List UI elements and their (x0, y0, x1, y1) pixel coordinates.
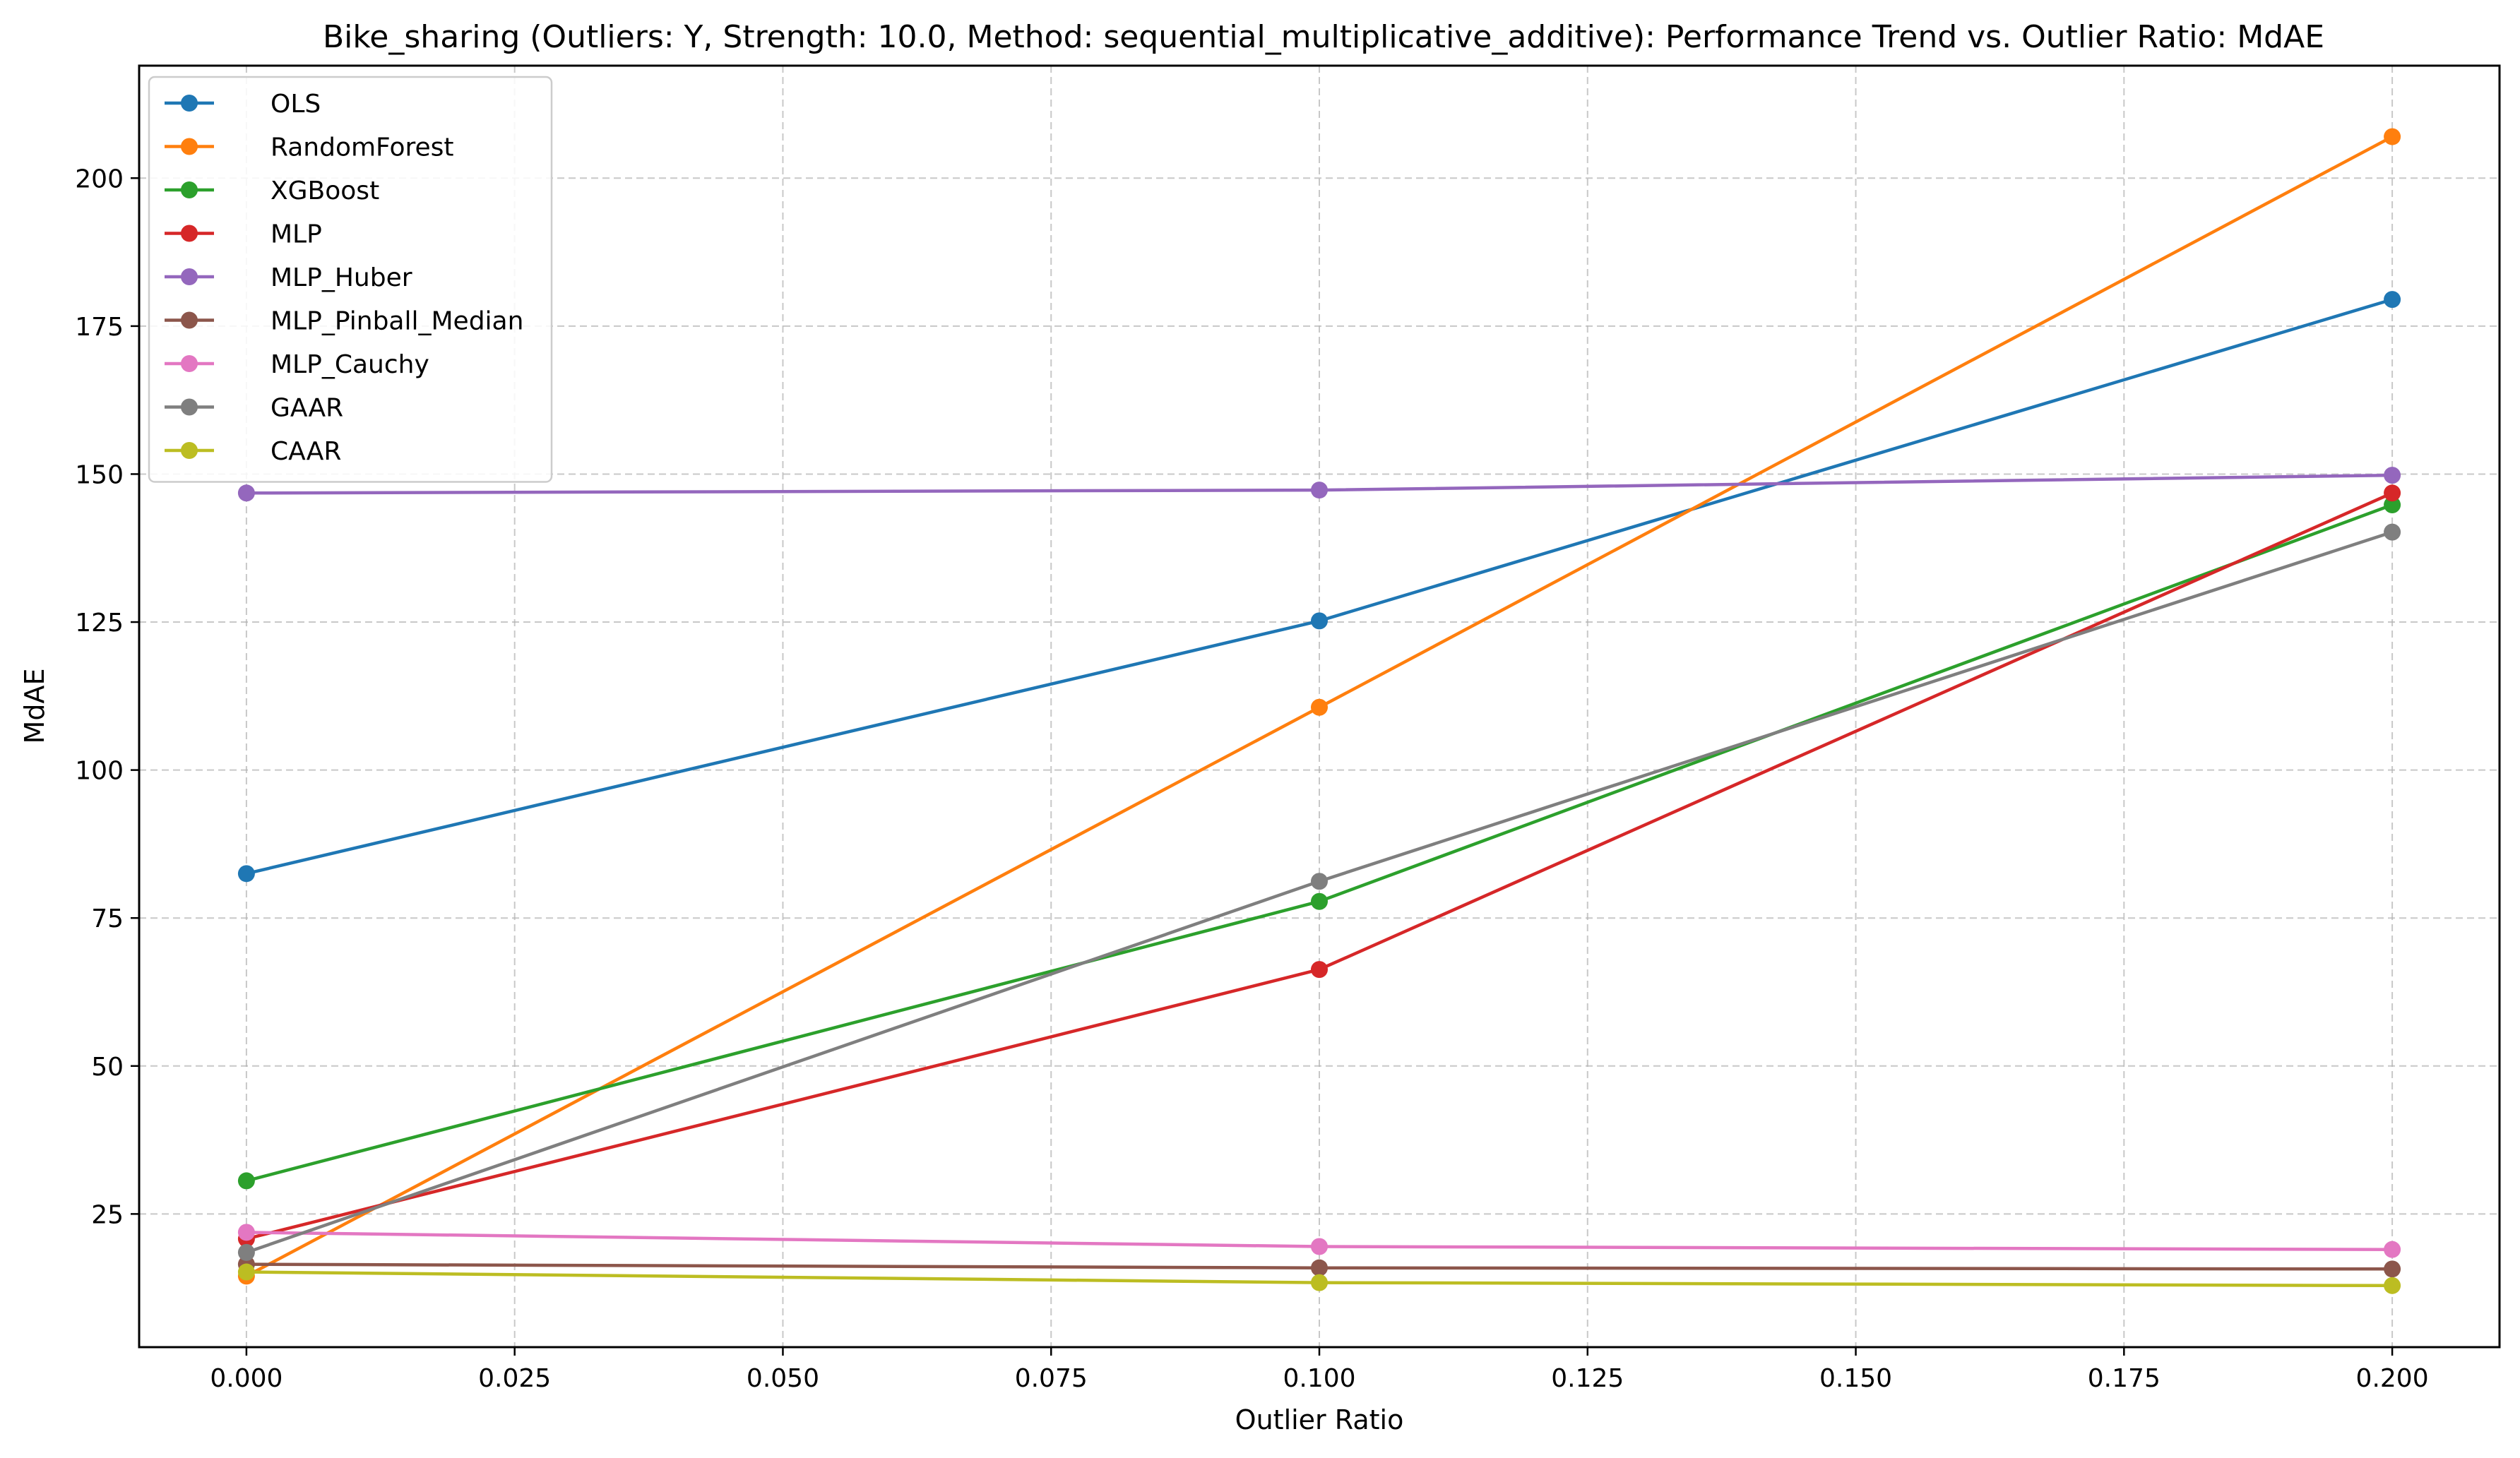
x-tick-label: 0.175 (2088, 1364, 2161, 1393)
x-tick-label: 0.075 (1015, 1364, 1088, 1393)
data-point (2384, 484, 2401, 502)
data-point (2384, 291, 2401, 309)
series-mlp-pinball-median (237, 1255, 2401, 1278)
data-point (1311, 961, 1328, 979)
y-tick-label: 175 (75, 313, 124, 342)
legend-marker (181, 268, 198, 285)
data-point (237, 1224, 255, 1241)
legend: OLS RandomForest XGBoost MLP MLP_Huber MLP_Pi… (148, 76, 553, 483)
series-xgboost (237, 496, 2401, 1190)
x-axis-label: Outlier Ratio (1235, 1404, 1404, 1435)
data-point (1311, 1259, 1328, 1277)
data-point (1311, 612, 1328, 630)
legend-marker (181, 398, 198, 416)
y-tick-label: 200 (75, 165, 124, 193)
legend-label: GAAR (271, 394, 343, 423)
data-point (1311, 1274, 1328, 1291)
y-tick-label: 150 (75, 460, 124, 489)
legend-entry: MLP_Huber (165, 263, 412, 292)
series-mlp-huber (237, 467, 2401, 502)
legend-marker (181, 225, 198, 242)
legend-entry: RandomForest (165, 133, 454, 162)
data-point (2384, 467, 2401, 484)
legend-label: CAAR (271, 437, 341, 466)
legend-entry: MLP_Pinball_Median (165, 307, 523, 336)
legend-marker (181, 355, 198, 372)
x-tick-label: 0.000 (210, 1364, 283, 1393)
legend-marker (181, 95, 198, 112)
data-point (2384, 128, 2401, 145)
legend-entry: XGBoost (165, 177, 379, 205)
x-tick-label: 0.150 (1819, 1364, 1892, 1393)
data-point (1311, 482, 1328, 499)
y-tick-label: 100 (75, 757, 124, 786)
x-tick-label: 0.025 (478, 1364, 551, 1393)
legend-entry: CAAR (165, 437, 341, 466)
data-point (2384, 496, 2401, 514)
data-point (2384, 523, 2401, 541)
legend-label: MLP (271, 220, 322, 249)
legend-box (148, 76, 553, 483)
y-tick-label: 50 (91, 1053, 124, 1082)
data-point (2384, 1277, 2401, 1294)
chart-title: Bike_sharing (Outliers: Y, Strength: 10.… (323, 19, 2324, 55)
data-point (237, 1243, 255, 1261)
x-tick-label: 0.200 (2356, 1364, 2429, 1393)
data-point (237, 1263, 255, 1281)
legend-entry: MLP_Cauchy (165, 350, 429, 379)
legend-label: OLS (271, 90, 321, 119)
legend-entry: GAAR (165, 394, 343, 423)
data-point (2384, 1241, 2401, 1258)
y-axis-label: MdAE (19, 669, 50, 744)
data-point (237, 484, 255, 502)
data-point (1311, 698, 1328, 716)
legend-label: MLP_Pinball_Median (271, 307, 523, 336)
legend-marker (181, 181, 198, 198)
x-tick-label: 0.100 (1283, 1364, 1355, 1393)
x-axis: 0.000 0.025 0.050 0.075 0.100 0.125 0.150 0.175… (210, 1347, 2429, 1393)
legend-marker (181, 138, 198, 155)
y-tick-label: 125 (75, 609, 124, 638)
data-point (237, 865, 255, 883)
data-point (1311, 873, 1328, 890)
legend-marker (181, 442, 198, 459)
data-point (2384, 1260, 2401, 1278)
y-tick-label: 75 (91, 904, 124, 933)
legend-label: RandomForest (271, 133, 454, 162)
y-tick-label: 25 (91, 1200, 124, 1229)
series-mlp-cauchy (237, 1224, 2401, 1258)
series-caar (237, 1263, 2401, 1294)
data-point (1311, 892, 1328, 910)
legend-marker (181, 311, 198, 329)
data-point (237, 1172, 255, 1190)
y-axis: 25 50 75 100 125 150 175 200 (75, 165, 139, 1229)
data-point (1311, 1238, 1328, 1255)
legend-label: XGBoost (271, 177, 379, 205)
series-ols (237, 291, 2401, 883)
x-tick-label: 0.050 (747, 1364, 819, 1393)
x-tick-label: 0.125 (1551, 1364, 1624, 1393)
series-gaar (237, 523, 2401, 1261)
series-layer (237, 128, 2401, 1294)
legend-label: MLP_Cauchy (271, 350, 429, 379)
legend-entry: OLS (165, 90, 321, 119)
legend-entry: MLP (165, 220, 322, 249)
legend-label: MLP_Huber (271, 263, 412, 292)
grid (139, 66, 2500, 1347)
